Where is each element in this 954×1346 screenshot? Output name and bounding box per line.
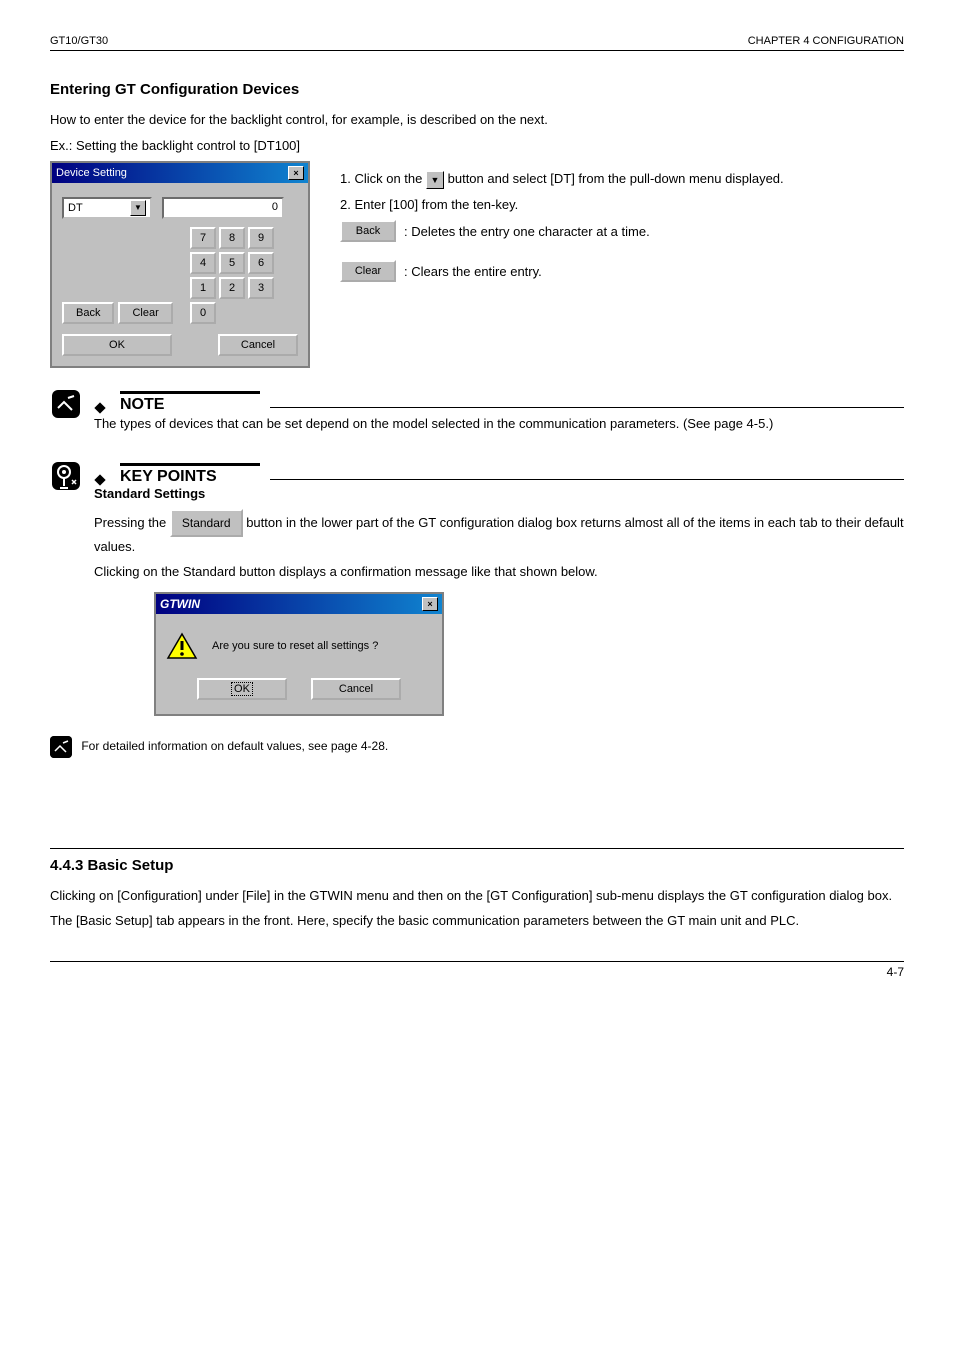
reference-line: For detailed information on default valu…: [50, 736, 904, 758]
standard-button-inline: Standard: [170, 509, 243, 537]
clear-button-sample: Clear: [340, 260, 396, 282]
keypoints-head-row: KEY POINTS: [94, 460, 904, 486]
close-icon[interactable]: ×: [288, 166, 304, 180]
step-1: 1. Click on the ▼ button and select [DT]…: [340, 169, 904, 189]
back-button[interactable]: Back: [62, 302, 114, 324]
keypoints-callout: KEY POINTS Standard Settings Pressing th…: [50, 460, 904, 726]
back-explain-text: : Deletes the entry one character at a t…: [404, 224, 650, 239]
key-text-2: Clicking on the Standard button displays…: [94, 562, 904, 582]
footer-rule-bottom: [50, 961, 904, 962]
cancel-button[interactable]: Cancel: [311, 678, 401, 700]
key-3[interactable]: 3: [248, 277, 274, 299]
close-icon[interactable]: ×: [422, 597, 438, 611]
clear-button[interactable]: Clear: [118, 302, 172, 324]
keypoints-label: KEY POINTS: [120, 468, 260, 486]
gtwin-button-row: OK Cancel: [166, 678, 432, 700]
bullet-icon: [94, 474, 105, 485]
key-8[interactable]: 8: [219, 227, 245, 249]
keypad-area: Back Clear 7 8 9 4 5 6 1 2 3: [62, 227, 298, 324]
key-text-1: Pressing the Standard button in the lowe…: [94, 509, 904, 557]
note-label: NOTE: [120, 396, 260, 414]
gtwin-msg-row: Are you sure to reset all settings ?: [166, 632, 432, 660]
key-5[interactable]: 5: [219, 252, 245, 274]
page-header: GT10/GT30 CHAPTER 4 CONFIGURATION: [50, 35, 904, 47]
ok-button[interactable]: OK: [197, 678, 287, 700]
device-setting-dialog: Device Setting × DT ▼ 0 Back Clear: [50, 161, 310, 368]
section-heading: Entering GT Configuration Devices: [50, 81, 904, 98]
footer-text-2: The [Basic Setup] tab appears in the fro…: [50, 911, 904, 931]
dialog-and-explain-row: Device Setting × DT ▼ 0 Back Clear: [50, 161, 904, 368]
keypad-zero-row: 0: [190, 302, 274, 324]
note-head-row: NOTE: [94, 388, 904, 414]
gtwin-confirm-dialog: GTWIN × Are you sure to reset all settin…: [154, 592, 444, 716]
gtwin-body: Are you sure to reset all settings ? OK …: [156, 614, 442, 714]
chevron-down-icon[interactable]: ▼: [130, 200, 146, 216]
keypoints-icon: [50, 460, 82, 492]
header-right: CHAPTER 4 CONFIGURATION: [748, 35, 904, 47]
gtwin-title: GTWIN: [160, 597, 200, 611]
dialog-body: DT ▼ 0 Back Clear 7 8 9 4: [52, 183, 308, 366]
page-number: 4-7: [50, 965, 904, 979]
dialog-title: Device Setting: [56, 167, 127, 179]
device-desc: How to enter the device for the backligh…: [50, 110, 904, 130]
explain-block: 1. Click on the ▼ button and select [DT]…: [340, 161, 904, 300]
footer-rule-top: [50, 848, 904, 849]
combo-value: DT: [68, 202, 83, 214]
key-2[interactable]: 2: [219, 277, 245, 299]
footer-heading: 4.4.3 Basic Setup: [50, 857, 904, 874]
example-line: Ex.: Setting the backlight control to [D…: [50, 136, 904, 156]
standard-settings-heading: Standard Settings: [94, 486, 904, 501]
key-text-3: For detailed information on default valu…: [81, 739, 388, 753]
key-0[interactable]: 0: [190, 302, 216, 324]
key-6[interactable]: 6: [248, 252, 274, 274]
footer-text-1: Clicking on [Configuration] under [File]…: [50, 886, 904, 906]
note-text: The types of devices that can be set dep…: [94, 414, 904, 434]
chevron-down-icon: ▼: [426, 171, 444, 189]
header-rule: [50, 50, 904, 51]
field-row: DT ▼ 0: [62, 197, 298, 219]
note-icon: [50, 388, 82, 420]
note-callout: NOTE The types of devices that can be se…: [50, 388, 904, 440]
explain-clear: Clear : Clears the entire entry.: [340, 260, 904, 282]
key-4[interactable]: 4: [190, 252, 216, 274]
clear-explain-text: : Clears the entire entry.: [404, 264, 542, 279]
dialog-titlebar: Device Setting ×: [52, 163, 308, 183]
cancel-button[interactable]: Cancel: [218, 334, 298, 356]
keypoints-content: KEY POINTS Standard Settings Pressing th…: [94, 460, 904, 726]
bullet-icon: [94, 402, 105, 413]
footer-area: 4.4.3 Basic Setup Clicking on [Configura…: [50, 848, 904, 979]
header-left: GT10/GT30: [50, 35, 108, 47]
confirm-message: Are you sure to reset all settings ?: [212, 640, 378, 652]
key-7[interactable]: 7: [190, 227, 216, 249]
reference-icon: [50, 736, 72, 758]
device-number-input[interactable]: 0: [162, 197, 284, 219]
keypad-left-col: Back Clear: [62, 302, 182, 324]
keypad-right: 7 8 9 4 5 6 1 2 3 0: [190, 227, 274, 324]
note-content: NOTE The types of devices that can be se…: [94, 388, 904, 440]
key-1[interactable]: 1: [190, 277, 216, 299]
back-clear-row: Back Clear: [62, 302, 182, 324]
keypad-grid: 7 8 9 4 5 6 1 2 3: [190, 227, 274, 299]
explain-back: Back : Deletes the entry one character a…: [340, 220, 904, 242]
gtwin-titlebar: GTWIN ×: [156, 594, 442, 614]
device-type-combo[interactable]: DT ▼: [62, 197, 152, 219]
warning-icon: [166, 632, 198, 660]
key-9[interactable]: 9: [248, 227, 274, 249]
step-2: 2. Enter [100] from the ten-key.: [340, 195, 904, 215]
dialog-bottom-row: OK Cancel: [62, 334, 298, 356]
back-button-sample: Back: [340, 220, 396, 242]
ok-button[interactable]: OK: [62, 334, 172, 356]
